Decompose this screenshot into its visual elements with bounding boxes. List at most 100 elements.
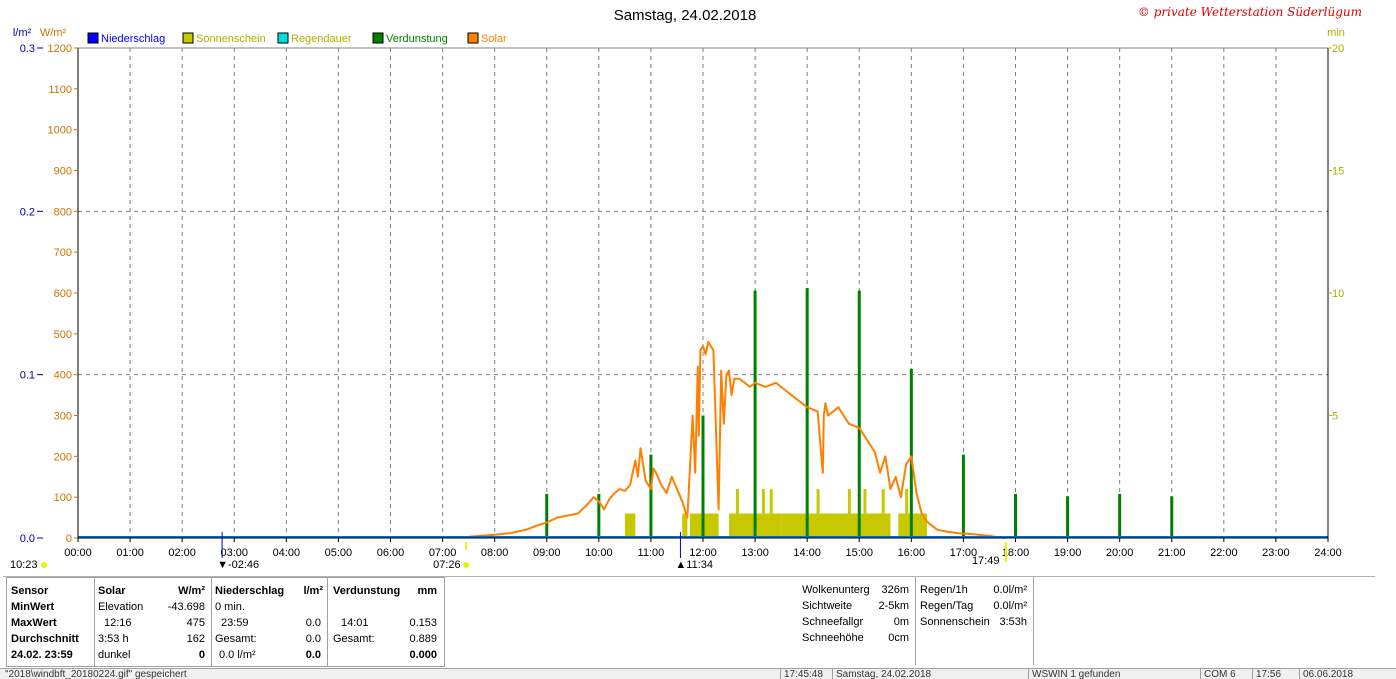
legend-swatch-2 [277,32,289,44]
tick-wm2-2: 200 [54,451,72,463]
status-found: WSWIN 1 gefunden [1028,669,1200,679]
status-com: COM 6 [1200,669,1254,679]
legend: Niederschlag Sonnenschein Regendauer Verdun… [87,32,507,45]
verd-date-b: 0.000 [409,649,437,661]
legend-label-4: Solar [481,33,507,45]
status-clock: 17:56 [1252,669,1301,679]
header-niederschlag: Niederschlag [215,585,285,597]
status-date: Samstag, 24.02.2018 [832,669,1026,679]
stats-panel: Sensor MinWert MaxWert Durchschnitt 24.0… [3,576,1375,667]
evaporation-bar-0 [545,493,549,538]
tick-wm2-10: 1000 [48,125,72,137]
status-bar: "2018\windbft_20180224.gif" gespeichert … [0,668,1396,679]
tick-x-10: 10:00 [585,547,613,559]
legend-swatch-4 [467,32,479,44]
sunshine-spike-6 [881,489,885,538]
tick-x-18: 18:00 [1002,547,1030,559]
solar-max-a: 12:16 [104,617,132,629]
tick-wm2-12: 1200 [48,43,72,55]
status-time: 17:45:48 [780,669,832,679]
marker-sunrise-time: 07:26 [433,559,461,571]
marker-sunrise-dot [463,562,470,568]
verd-avg-a: Gesamt: [333,633,375,645]
tick-x-23: 23:00 [1262,547,1290,559]
weather-label-3: Schneehöhe [802,632,864,644]
legend-swatch-1 [182,32,194,44]
sunshine-spike-7 [905,489,909,538]
tick-x-4: 04:00 [273,547,301,559]
weather-label-2: Schneefallgr [802,616,864,628]
chart: l/m² W/m² min 0.0 0.1 0.2 0.3 0 100 200 300 400 500 6… [10,5,1362,571]
col-sensor: Sensor MinWert MaxWert Durchschnitt 24.0… [7,578,95,666]
chart-title: Samstag, 24.02.2018 [614,7,757,24]
tick-lm2-0: 0.0 [20,533,35,545]
tick-x-3: 03:00 [220,547,248,559]
tick-lm2-3: 0.3 [20,43,35,55]
solar-line [468,341,1006,539]
legend-swatch-0 [87,32,99,44]
marker-max-time: ▲11:34 [675,559,713,571]
status-file: "2018\windbft_20180224.gif" gespeichert [5,669,187,679]
tick-x-5: 05:00 [325,547,353,559]
legend-label-2: Regendauer [291,33,352,45]
weather-label-1: Sichtweite [802,600,853,612]
evaporation-bar-4 [753,290,757,538]
nied-max-b: 0.0 [305,617,321,629]
solar-min-b: -43.698 [167,601,205,613]
nied-max-a: 23:59 [221,617,249,629]
rain-label-1: Regen/Tag [920,600,974,612]
solar-avg-b: 162 [186,633,205,645]
solar-max-b: 475 [186,617,205,629]
sunshine-spike-0 [735,489,739,538]
evaporation-bar-7 [909,368,913,538]
verd-max-a: 14:01 [341,617,369,629]
weather-value-2: 0m [893,616,909,628]
sunshine-bar-0 [624,513,636,538]
weather-info: Wolkenunterg 326m Sichtweite 2-5km Schne… [800,577,916,665]
sunshine-spike-3 [816,489,820,538]
weather-value-0: 326m [881,584,909,596]
tick-min-0: 5 [1332,411,1338,423]
tick-wm2-7: 700 [54,247,72,259]
sunshine-bar-1 [682,513,688,538]
evaporation-bar-5 [805,288,809,538]
tick-x-22: 22:00 [1210,547,1238,559]
tick-min-2: 15 [1332,166,1344,178]
legend-swatch-3 [372,32,384,44]
rain-value-1: 0.0l/m² [993,600,1027,612]
tick-wm2-4: 400 [54,370,72,382]
tick-x-2: 02:00 [168,547,196,559]
tick-x-17: 17:00 [950,547,978,559]
tick-lm2-1: 0.1 [20,370,35,382]
tick-x-16: 16:00 [898,547,926,559]
verd-avg-b: 0.889 [409,633,437,645]
col-niederschlag: Niederschlag l/m² 0 min. 23:59 0.0 Gesam… [211,578,328,666]
bars-layer [545,288,1174,538]
tick-wm2-8: 800 [54,206,72,218]
rain-value-2: 3:53h [999,616,1027,628]
evaporation-bar-12 [1170,496,1174,538]
solar-date-a: dunkel [98,649,131,661]
rain-label-2: Sonnenschein [920,616,990,628]
tick-x-1: 01:00 [116,547,144,559]
marker-left-dot [41,562,47,568]
header-niederschlag-unit: l/m² [303,585,323,597]
nied-min-a: 0 min. [215,601,245,613]
weather-value-1: 2-5km [878,600,909,612]
tick-wm2-9: 900 [54,166,72,178]
evaporation-bar-1 [597,493,601,538]
tick-x-15: 15:00 [845,547,873,559]
tick-lm2-2: 0.2 [20,206,35,218]
tick-wm2-5: 500 [54,329,72,341]
col-solar: Solar W/m² Elevation -43.698 12:16 475 3… [94,578,212,666]
nied-avg-b: 0.0 [305,633,321,645]
tick-min-1: 10 [1332,288,1344,300]
tick-x-24: 24:00 [1314,547,1342,559]
rain-info: Regen/1h 0.0l/m² Regen/Tag 0.0l/m² Sonne… [916,577,1034,665]
solar-date-b: 0 [198,649,205,661]
tick-x-20: 20:00 [1106,547,1134,559]
rain-label-0: Regen/1h [920,584,968,596]
weather-value-3: 0cm [888,632,909,644]
tick-x-0: 00:00 [64,547,92,559]
tick-x-21: 21:00 [1158,547,1186,559]
